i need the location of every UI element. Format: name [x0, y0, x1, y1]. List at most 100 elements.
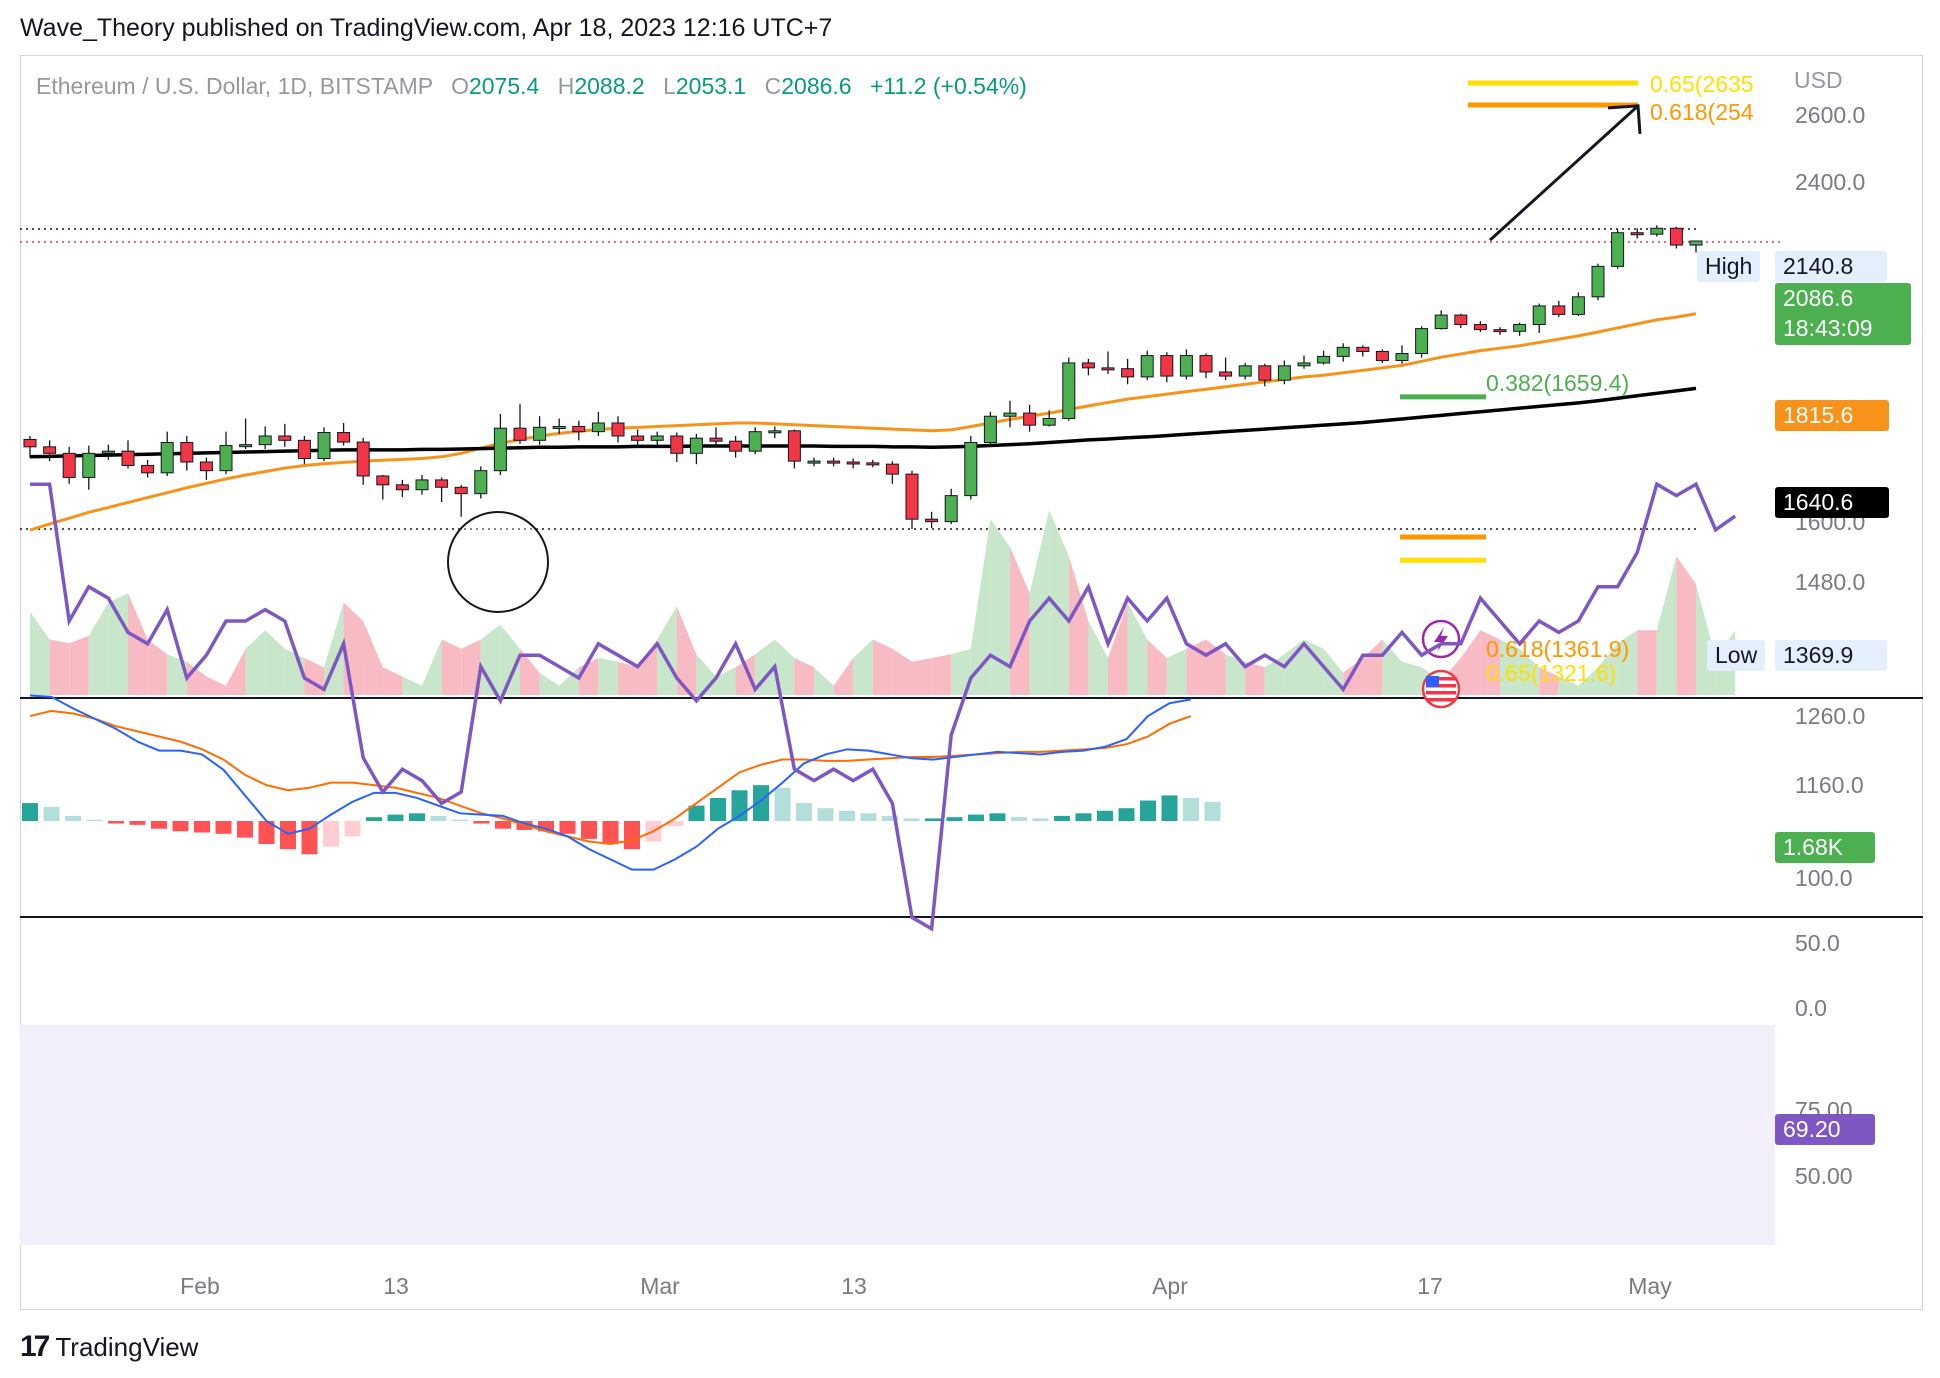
flag-stripe	[1426, 691, 1456, 695]
price-axis-tick: 1480.0	[1795, 569, 1865, 595]
open-label: O	[451, 73, 469, 99]
close-label: C	[764, 73, 782, 99]
macd-histogram-bar	[43, 806, 60, 821]
volume-area	[990, 519, 1010, 695]
macd-histogram-bar	[194, 821, 210, 833]
volume-area	[598, 658, 618, 695]
volume-area	[382, 667, 403, 695]
macd-histogram-bar	[1204, 801, 1221, 821]
candle	[513, 427, 527, 441]
low-tag-value: 1369.9	[1775, 640, 1887, 671]
candle	[1454, 314, 1468, 326]
fib-label-0382: 0.382(1659.4)	[1486, 370, 1629, 396]
volume-tag: 1.68K	[1775, 832, 1875, 863]
volume-area	[1676, 556, 1696, 695]
time-axis-tick: Mar	[640, 1273, 680, 1299]
candle	[1434, 314, 1448, 330]
candle	[885, 463, 899, 475]
candle	[768, 430, 782, 434]
macd-histogram-bar	[774, 787, 791, 821]
candle	[1023, 412, 1037, 426]
candle	[1473, 324, 1487, 331]
volume-area	[343, 602, 364, 695]
macd-histogram-bar	[1011, 817, 1027, 821]
candle	[82, 452, 96, 478]
macd-histogram-bar	[1097, 810, 1113, 821]
fib-label-0618-low: 0.618(1361.9)	[1486, 636, 1629, 662]
macd-histogram-bar	[258, 821, 275, 845]
macd-histogram-bar	[22, 803, 38, 821]
candle	[905, 473, 919, 520]
volume-area	[324, 602, 344, 695]
macd-histogram-bar	[903, 818, 920, 821]
volume-area	[206, 676, 226, 695]
macd-histogram-bar	[559, 821, 576, 834]
volume-area	[1460, 630, 1481, 695]
volume-area	[49, 639, 70, 695]
macd-histogram-bar	[108, 821, 124, 824]
candle	[258, 435, 272, 446]
candle	[1513, 324, 1527, 332]
macd-histogram-bar	[1140, 800, 1156, 821]
candle	[650, 435, 664, 441]
volume-axis-tick: 1160.0	[1795, 772, 1864, 798]
volume-area	[951, 648, 971, 695]
macd-histogram-bar	[860, 813, 877, 821]
candle	[689, 437, 703, 454]
rsi-band	[20, 1025, 1775, 1245]
macd-histogram-bar	[796, 803, 812, 821]
time-axis-tick: Feb	[180, 1273, 220, 1299]
macd-histogram-bar	[581, 821, 597, 839]
macd-histogram-bar	[215, 821, 232, 834]
macd-histogram-bar	[667, 821, 683, 827]
volume-area	[265, 630, 285, 695]
volume-area	[1068, 556, 1089, 695]
candle	[1297, 362, 1311, 367]
tradingview-logo-icon: 17	[20, 1330, 50, 1363]
macd-histogram-bar	[989, 813, 1006, 821]
macd-axis-tick: 0.0	[1795, 995, 1827, 1021]
volume-area	[931, 654, 952, 695]
candle	[670, 435, 684, 454]
macd-histogram-bar	[473, 821, 490, 824]
candle	[709, 437, 723, 442]
candle	[1003, 412, 1017, 417]
projection-arrow	[1488, 104, 1640, 242]
macd-histogram-bar	[129, 821, 146, 825]
macd-signal-line	[29, 709, 1192, 846]
candle	[552, 425, 566, 429]
candle	[101, 450, 115, 454]
volume-area	[637, 639, 658, 695]
volume-area	[69, 635, 89, 695]
candle	[827, 460, 841, 464]
candle	[1336, 346, 1350, 357]
candle	[1532, 305, 1546, 326]
volume-area	[912, 658, 932, 695]
candle	[435, 479, 449, 488]
symbol-name[interactable]: Ethereum / U.S. Dollar, 1D, BITSTAMP	[36, 73, 433, 99]
flag-stripe	[1426, 684, 1456, 688]
candle	[1611, 232, 1625, 267]
volume-area	[461, 639, 481, 695]
macd-histogram-bar	[968, 814, 984, 821]
candle	[1493, 329, 1507, 333]
volume-area	[1225, 654, 1246, 695]
low-label: L	[663, 73, 676, 99]
volume-area	[1637, 630, 1657, 695]
crossover-circle-annotation	[447, 511, 549, 613]
volume-area	[108, 593, 128, 695]
candle	[1160, 355, 1174, 377]
volume-area	[794, 658, 814, 695]
candle	[787, 430, 801, 462]
candle	[1219, 371, 1233, 377]
volume-area	[1108, 602, 1128, 695]
volume-area	[363, 621, 383, 695]
volume-area	[147, 639, 168, 695]
close-value: 2086.6	[781, 73, 852, 99]
macd-histogram-bar	[172, 821, 189, 832]
volume-area	[1245, 661, 1265, 695]
candle	[43, 446, 57, 454]
volume-area	[245, 630, 266, 695]
brand-name: TradingView	[55, 1331, 199, 1362]
